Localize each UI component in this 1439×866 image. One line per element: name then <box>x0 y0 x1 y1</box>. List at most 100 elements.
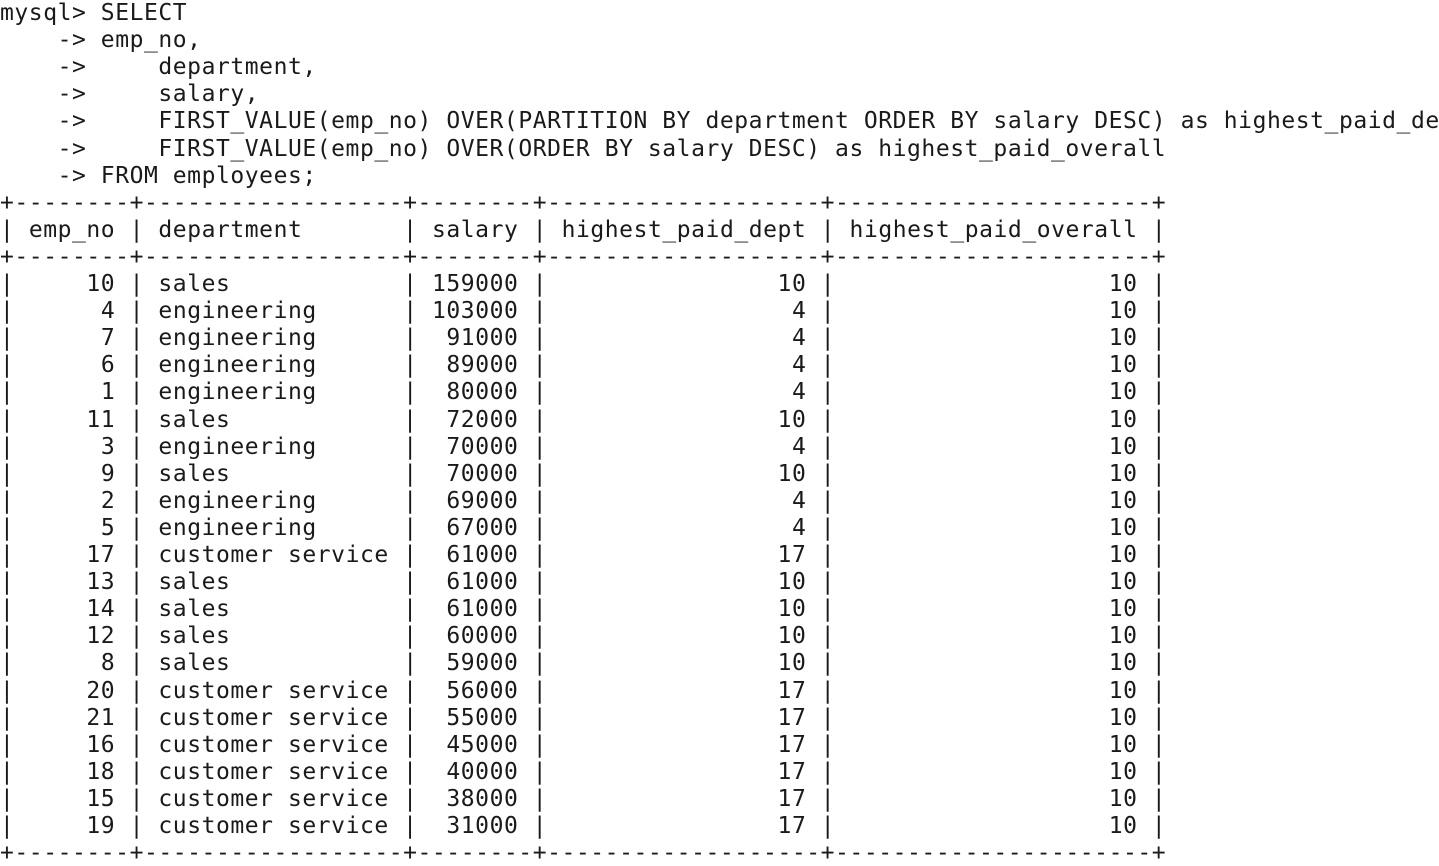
cell-emp-no: 10 <box>86 271 116 297</box>
continuation-prompt: -> <box>57 162 87 189</box>
cell-highest-paid-dept: 17 <box>777 542 807 568</box>
cell-department: sales <box>158 623 231 650</box>
mysql-prompt: mysql> <box>0 0 87 26</box>
cell-salary: 56000 <box>446 677 519 704</box>
table-border: +--------+------------------+--------+--… <box>0 840 1167 866</box>
cell-salary: 67000 <box>446 514 519 541</box>
table-row: | 15 | customer service | 38000 | 17 | 1… <box>0 785 1167 812</box>
query-text: FIRST_VALUE(emp_no) OVER(ORDER BY salary… <box>100 135 1167 162</box>
cell-emp-no: 20 <box>86 677 116 704</box>
query-line: -> FROM employees; <box>0 163 317 190</box>
cell-department: customer service <box>158 731 389 758</box>
cell-highest-paid-dept: 10 <box>777 623 807 650</box>
cell-highest-paid-overall: 10 <box>1108 650 1138 677</box>
cell-highest-paid-overall: 10 <box>1108 813 1138 839</box>
cell-highest-paid-overall: 10 <box>1108 460 1138 487</box>
query-text: emp_no, <box>100 27 202 54</box>
cell-department: sales <box>158 596 231 623</box>
table-row: | 2 | engineering | 69000 | 4 | 10 | <box>0 487 1167 514</box>
cell-highest-paid-dept: 10 <box>777 650 807 677</box>
cell-emp-no: 7 <box>100 325 116 352</box>
cell-salary: 159000 <box>431 271 519 297</box>
table-row: | 16 | customer service | 45000 | 17 | 1… <box>0 731 1167 758</box>
table-row: | 12 | sales | 60000 | 10 | 10 | <box>0 623 1167 650</box>
cell-highest-paid-overall: 10 <box>1108 569 1138 596</box>
table-row: | 10 | sales | 159000 | 10 | 10 | <box>0 271 1167 297</box>
cell-department: engineering <box>158 352 317 379</box>
cell-highest-paid-dept: 17 <box>777 704 807 731</box>
cell-salary: 70000 <box>446 433 519 460</box>
cell-highest-paid-overall: 10 <box>1108 542 1138 568</box>
cell-highest-paid-dept: 4 <box>791 379 807 406</box>
cell-department: engineering <box>158 379 317 406</box>
cell-department: customer service <box>158 677 389 704</box>
cell-highest-paid-dept: 10 <box>777 271 807 297</box>
cell-salary: 59000 <box>446 650 519 677</box>
cell-salary: 103000 <box>432 298 519 325</box>
cell-highest-paid-dept: 17 <box>777 758 807 785</box>
query-text: department, <box>100 54 317 81</box>
cell-salary: 31000 <box>446 813 519 839</box>
cell-highest-paid-dept: 10 <box>777 460 807 487</box>
table-header-row: | emp_no | department | salary | highest… <box>0 216 1167 243</box>
table-row: | 13 | sales | 61000 | 10 | 10 | <box>0 569 1167 596</box>
cell-department: engineering <box>158 325 317 352</box>
cell-highest-paid-overall: 10 <box>1108 271 1138 297</box>
cell-department: sales <box>158 271 231 297</box>
continuation-prompt: -> <box>57 54 87 81</box>
cell-highest-paid-overall: 10 <box>1108 731 1138 758</box>
query-text: SELECT <box>100 0 188 26</box>
query-line: -> FIRST_VALUE(emp_no) OVER(PARTITION BY… <box>0 108 1439 135</box>
table-row: | 1 | engineering | 80000 | 4 | 10 | <box>0 379 1167 406</box>
query-line: -> department, <box>0 54 317 81</box>
cell-emp-no: 21 <box>86 704 116 731</box>
cell-emp-no: 17 <box>86 542 116 568</box>
cell-department: engineering <box>158 433 317 460</box>
cell-highest-paid-overall: 10 <box>1108 677 1138 704</box>
query-line: -> emp_no, <box>0 27 202 54</box>
table-row: | 17 | customer service | 61000 | 17 | 1… <box>0 542 1167 568</box>
cell-salary: 61000 <box>446 596 519 623</box>
continuation-prompt: -> <box>57 27 87 54</box>
cell-department: customer service <box>158 542 389 568</box>
cell-emp-no: 6 <box>100 352 116 379</box>
column-header-department: department <box>158 216 303 243</box>
cell-salary: 80000 <box>446 379 519 406</box>
cell-emp-no: 8 <box>100 650 116 677</box>
table-row: | 9 | sales | 70000 | 10 | 10 | <box>0 460 1167 487</box>
cell-department: sales <box>158 569 231 596</box>
cell-highest-paid-overall: 10 <box>1108 514 1138 541</box>
cell-salary: 38000 <box>446 785 519 812</box>
cell-salary: 55000 <box>446 704 519 731</box>
cell-emp-no: 9 <box>100 460 116 487</box>
cell-highest-paid-overall: 10 <box>1108 623 1138 650</box>
cell-emp-no: 16 <box>86 731 116 758</box>
query-line: -> FIRST_VALUE(emp_no) OVER(ORDER BY sal… <box>0 136 1166 163</box>
continuation-prompt: -> <box>57 108 87 135</box>
cell-department: engineering <box>158 487 317 514</box>
cell-highest-paid-overall: 10 <box>1108 596 1138 623</box>
cell-salary: 69000 <box>446 487 519 514</box>
cell-salary: 89000 <box>446 352 519 379</box>
table-border: +--------+------------------+--------+--… <box>0 243 1167 270</box>
cell-highest-paid-dept: 4 <box>791 487 807 514</box>
cell-salary: 70000 <box>446 460 519 487</box>
cell-emp-no: 3 <box>100 433 116 460</box>
query-text: FROM employees; <box>100 162 317 189</box>
cell-highest-paid-overall: 10 <box>1108 487 1138 514</box>
cell-highest-paid-dept: 10 <box>777 569 807 596</box>
query-text: FIRST_VALUE(emp_no) OVER(PARTITION BY de… <box>100 108 1439 135</box>
table-row: | 14 | sales | 61000 | 10 | 10 | <box>0 596 1167 623</box>
cell-highest-paid-overall: 10 <box>1108 785 1138 812</box>
cell-highest-paid-dept: 4 <box>791 352 807 379</box>
table-row: | 6 | engineering | 89000 | 4 | 10 | <box>0 352 1167 379</box>
table-row: | 11 | sales | 72000 | 10 | 10 | <box>0 406 1167 433</box>
cell-highest-paid-dept: 10 <box>777 406 807 433</box>
cell-department: sales <box>158 406 231 433</box>
cell-salary: 40000 <box>446 758 519 785</box>
cell-department: engineering <box>158 298 317 325</box>
cell-salary: 45000 <box>446 731 519 758</box>
query-text: salary, <box>100 81 260 108</box>
cell-highest-paid-overall: 10 <box>1108 379 1138 406</box>
